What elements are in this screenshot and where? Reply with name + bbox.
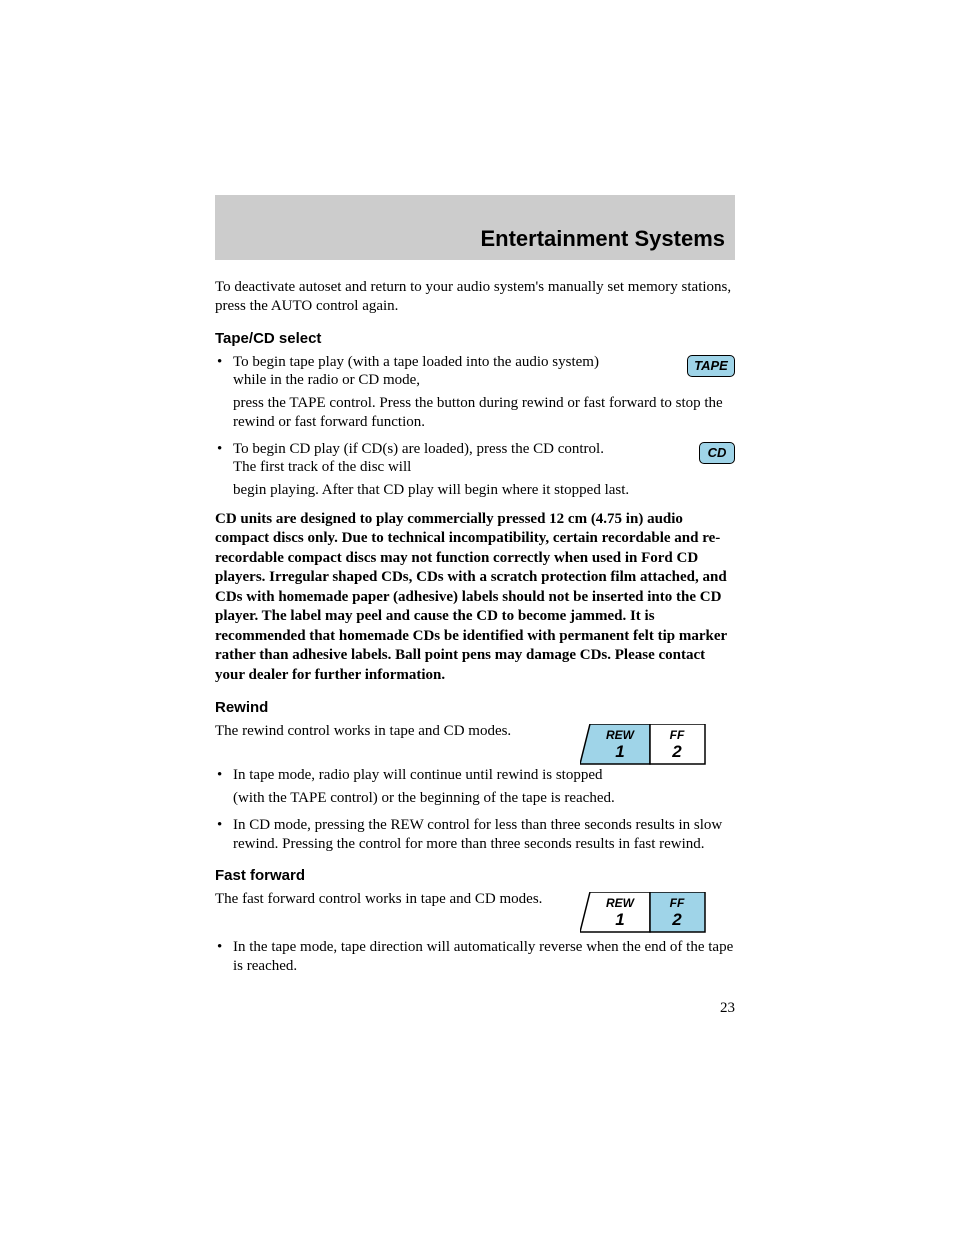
- cd-button: CD: [699, 442, 735, 464]
- page-number: 23: [720, 1000, 735, 1017]
- tapecd-bullet-1: To begin tape play (with a tape loaded i…: [215, 353, 735, 391]
- rewind-bullet-1: In tape mode, radio play will continue u…: [215, 766, 735, 785]
- ff-num: 2: [671, 742, 682, 761]
- rew-num: 1: [615, 910, 624, 929]
- ff-label: FF: [670, 896, 685, 910]
- tape-button-label: TAPE: [694, 358, 728, 373]
- header-band: Entertainment Systems: [215, 195, 735, 260]
- ff-intro: The fast forward control works in tape a…: [215, 890, 555, 909]
- rewind-intro-row: The rewind control works in tape and CD …: [215, 722, 735, 766]
- tape-button: TAPE: [687, 355, 735, 377]
- rew-num: 1: [615, 742, 624, 761]
- ff-intro-row: The fast forward control works in tape a…: [215, 890, 735, 934]
- cd-button-graphic: CD: [615, 440, 735, 464]
- rew-ff-control-icon: REW 1 FF 2: [580, 724, 710, 766]
- tape-button-graphic: TAPE: [615, 353, 735, 377]
- cd-warning: CD units are designed to play commercial…: [215, 510, 735, 686]
- bullet-cont: (with the TAPE control) or the beginning…: [215, 789, 735, 808]
- ff-graphic-slot: REW 1 FF 2: [555, 890, 735, 934]
- tapecd-bullet-2: To begin CD play (if CD(s) are loaded), …: [215, 440, 735, 478]
- rewind-bullet-2: In CD mode, pressing the REW control for…: [215, 816, 735, 854]
- rewind-heading: Rewind: [215, 699, 735, 716]
- rew-label: REW: [606, 728, 636, 742]
- ff-heading: Fast forward: [215, 867, 735, 884]
- bullet-cont: begin playing. After that CD play will b…: [215, 481, 735, 500]
- ff-num: 2: [671, 910, 682, 929]
- page-content: Entertainment Systems To deactivate auto…: [215, 195, 735, 976]
- ff-bullet-1: In the tape mode, tape direction will au…: [215, 938, 735, 976]
- bullet-text: To begin tape play (with a tape loaded i…: [215, 353, 615, 391]
- tapecd-heading: Tape/CD select: [215, 330, 735, 347]
- page-title: Entertainment Systems: [480, 226, 725, 252]
- ff-label: FF: [670, 728, 685, 742]
- intro-paragraph: To deactivate autoset and return to your…: [215, 278, 735, 316]
- bullet-cont: press the TAPE control. Press the button…: [215, 394, 735, 432]
- bullet-text: In tape mode, radio play will continue u…: [215, 766, 735, 785]
- cd-button-label: CD: [708, 445, 727, 460]
- rew-label: REW: [606, 896, 636, 910]
- rewind-intro: The rewind control works in tape and CD …: [215, 722, 555, 741]
- rew-ff-control-icon: REW 1 FF 2: [580, 892, 710, 934]
- bullet-text: To begin CD play (if CD(s) are loaded), …: [215, 440, 615, 478]
- rewind-graphic-slot: REW 1 FF 2: [555, 722, 735, 766]
